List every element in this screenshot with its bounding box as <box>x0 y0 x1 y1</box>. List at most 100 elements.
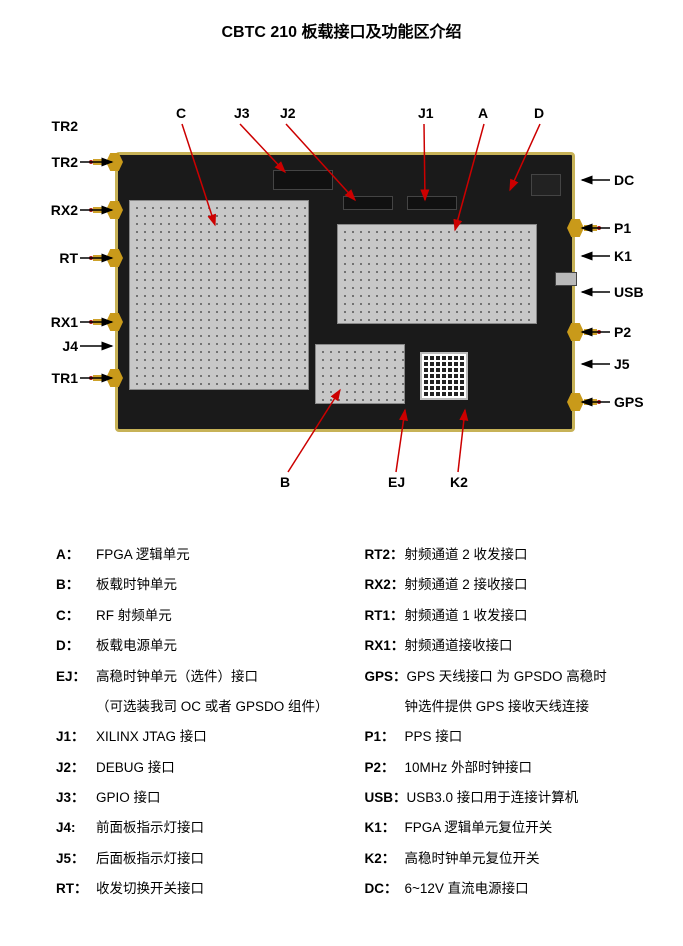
callout-label-dc: DC <box>614 172 634 188</box>
legend-value: 钟选件提供 GPS 接收天线连接 <box>405 692 590 722</box>
legend-value: 射频通道 2 接收接口 <box>405 570 528 600</box>
legend-row: K1：FPGA 逻辑单元复位开关 <box>365 813 644 843</box>
legend-row: USB：USB3.0 接口用于连接计算机 <box>365 783 644 813</box>
legend-row: B：板载时钟单元 <box>56 570 335 600</box>
callout-label-gps: GPS <box>614 394 644 410</box>
legend-value: 高稳时钟单元（选件）接口 <box>96 662 258 692</box>
legend-key: B： <box>56 570 96 600</box>
legend-row: J5：后面板指示灯接口 <box>56 844 335 874</box>
callout-label-k2: K2 <box>450 474 468 490</box>
legend-row: J2：DEBUG 接口 <box>56 753 335 783</box>
legend-row: A：FPGA 逻辑单元 <box>56 540 335 570</box>
legend-row: J3：GPIO 接口 <box>56 783 335 813</box>
legend-key: D： <box>56 631 96 661</box>
legend-value: 收发切换开关接口 <box>96 874 204 904</box>
callout-label-j4: J4 <box>62 338 78 354</box>
legend-value: FPGA 逻辑单元 <box>96 540 190 570</box>
legend-value: GPIO 接口 <box>96 783 161 813</box>
legend-row: （可选装我司 OC 或者 GPSDO 组件） <box>56 692 335 722</box>
dc-jack <box>531 174 561 196</box>
callout-label-tr2: TR2 <box>52 154 78 170</box>
legend-row: J1：XILINX JTAG 接口 <box>56 722 335 752</box>
legend-key: RT2： <box>365 540 405 570</box>
callout-label-p1: P1 <box>614 220 631 236</box>
legend-row: C：RF 射频单元 <box>56 601 335 631</box>
legend-value: 板载电源单元 <box>96 631 177 661</box>
shield-b-clock <box>315 344 405 404</box>
legend-row: DC：6~12V 直流电源接口 <box>365 874 644 904</box>
legend-row: P1：PPS 接口 <box>365 722 644 752</box>
legend-row: D：板载电源单元 <box>56 631 335 661</box>
legend-row: J4:前面板指示灯接口 <box>56 813 335 843</box>
callout-label-d: D <box>534 105 544 121</box>
callout-label-tr2: TR2 <box>52 118 78 134</box>
legend-row: P2：10MHz 外部时钟接口 <box>365 753 644 783</box>
sma-connector <box>567 394 601 410</box>
legend-key: DC： <box>365 874 405 904</box>
legend-key: RX1： <box>365 631 405 661</box>
legend-value: 高稳时钟单元复位开关 <box>405 844 540 874</box>
callout-label-j1: J1 <box>418 105 434 121</box>
sma-connector <box>89 154 123 170</box>
callout-label-p2: P2 <box>614 324 631 340</box>
sma-connector <box>89 314 123 330</box>
legend-key: K2： <box>365 844 405 874</box>
legend-row: EJ：高稳时钟单元（选件）接口 <box>56 662 335 692</box>
legend-key: EJ： <box>56 662 96 692</box>
legend-col-right: RT2：射频通道 2 收发接口RX2：射频通道 2 接收接口RT1：射频通道 1… <box>365 540 644 905</box>
legend-key: J1： <box>56 722 96 752</box>
legend-value: 6~12V 直流电源接口 <box>405 874 529 904</box>
legend-key: RX2： <box>365 570 405 600</box>
sma-connector <box>567 324 601 340</box>
qr-code <box>420 352 468 400</box>
legend-key: A： <box>56 540 96 570</box>
legend-value: XILINX JTAG 接口 <box>96 722 207 752</box>
legend-row: RT：收发切换开关接口 <box>56 874 335 904</box>
legend-key: GPS： <box>365 662 407 692</box>
legend-key: J2： <box>56 753 96 783</box>
callout-label-rx2: RX2 <box>51 202 78 218</box>
callout-label-j5: J5 <box>614 356 630 372</box>
legend-value: 前面板指示灯接口 <box>96 813 204 843</box>
legend-row: K2：高稳时钟单元复位开关 <box>365 844 644 874</box>
callout-label-rt: RT <box>59 250 78 266</box>
legend-value: （可选装我司 OC 或者 GPSDO 组件） <box>96 692 329 722</box>
header-j2 <box>343 196 393 210</box>
usb-port <box>555 272 577 286</box>
legend-row: RT1：射频通道 1 收发接口 <box>365 601 644 631</box>
callout-label-ej: EJ <box>388 474 405 490</box>
legend-value: 射频通道 1 收发接口 <box>405 601 528 631</box>
callout-label-b: B <box>280 474 290 490</box>
legend-row: RX2：射频通道 2 接收接口 <box>365 570 644 600</box>
callout-label-a: A <box>478 105 488 121</box>
legend-value: GPS 天线接口 为 GPSDO 高稳时 <box>407 662 607 692</box>
legend-row: RX1：射频通道接收接口 <box>365 631 644 661</box>
legend-key: J3： <box>56 783 96 813</box>
legend-key: C： <box>56 601 96 631</box>
legend-row: RT2：射频通道 2 收发接口 <box>365 540 644 570</box>
page-title: CBTC 210 板载接口及功能区介绍 <box>0 18 683 42</box>
legend-value: 板载时钟单元 <box>96 570 177 600</box>
callout-label-k1: K1 <box>614 248 632 264</box>
legend-key: USB： <box>365 783 407 813</box>
sma-connector <box>89 202 123 218</box>
legend-key: J5： <box>56 844 96 874</box>
callout-label-j2: J2 <box>280 105 296 121</box>
sma-connector <box>567 220 601 236</box>
legend-key: P2： <box>365 753 405 783</box>
legend-value: 射频通道 2 收发接口 <box>405 540 528 570</box>
legend-value: RF 射频单元 <box>96 601 172 631</box>
legend-key: P1： <box>365 722 405 752</box>
callout-label-c: C <box>176 105 186 121</box>
sma-connector <box>89 250 123 266</box>
legend-key: J4: <box>56 813 96 843</box>
legend-value: 10MHz 外部时钟接口 <box>405 753 533 783</box>
legend-value: 后面板指示灯接口 <box>96 844 204 874</box>
legend-value: FPGA 逻辑单元复位开关 <box>405 813 553 843</box>
callout-label-tr1: TR1 <box>52 370 78 386</box>
legend-key: RT： <box>56 874 96 904</box>
header-j1 <box>407 196 457 210</box>
legend-row: 钟选件提供 GPS 接收天线连接 <box>365 692 644 722</box>
header-j3 <box>273 170 333 190</box>
legend-value: PPS 接口 <box>405 722 463 752</box>
